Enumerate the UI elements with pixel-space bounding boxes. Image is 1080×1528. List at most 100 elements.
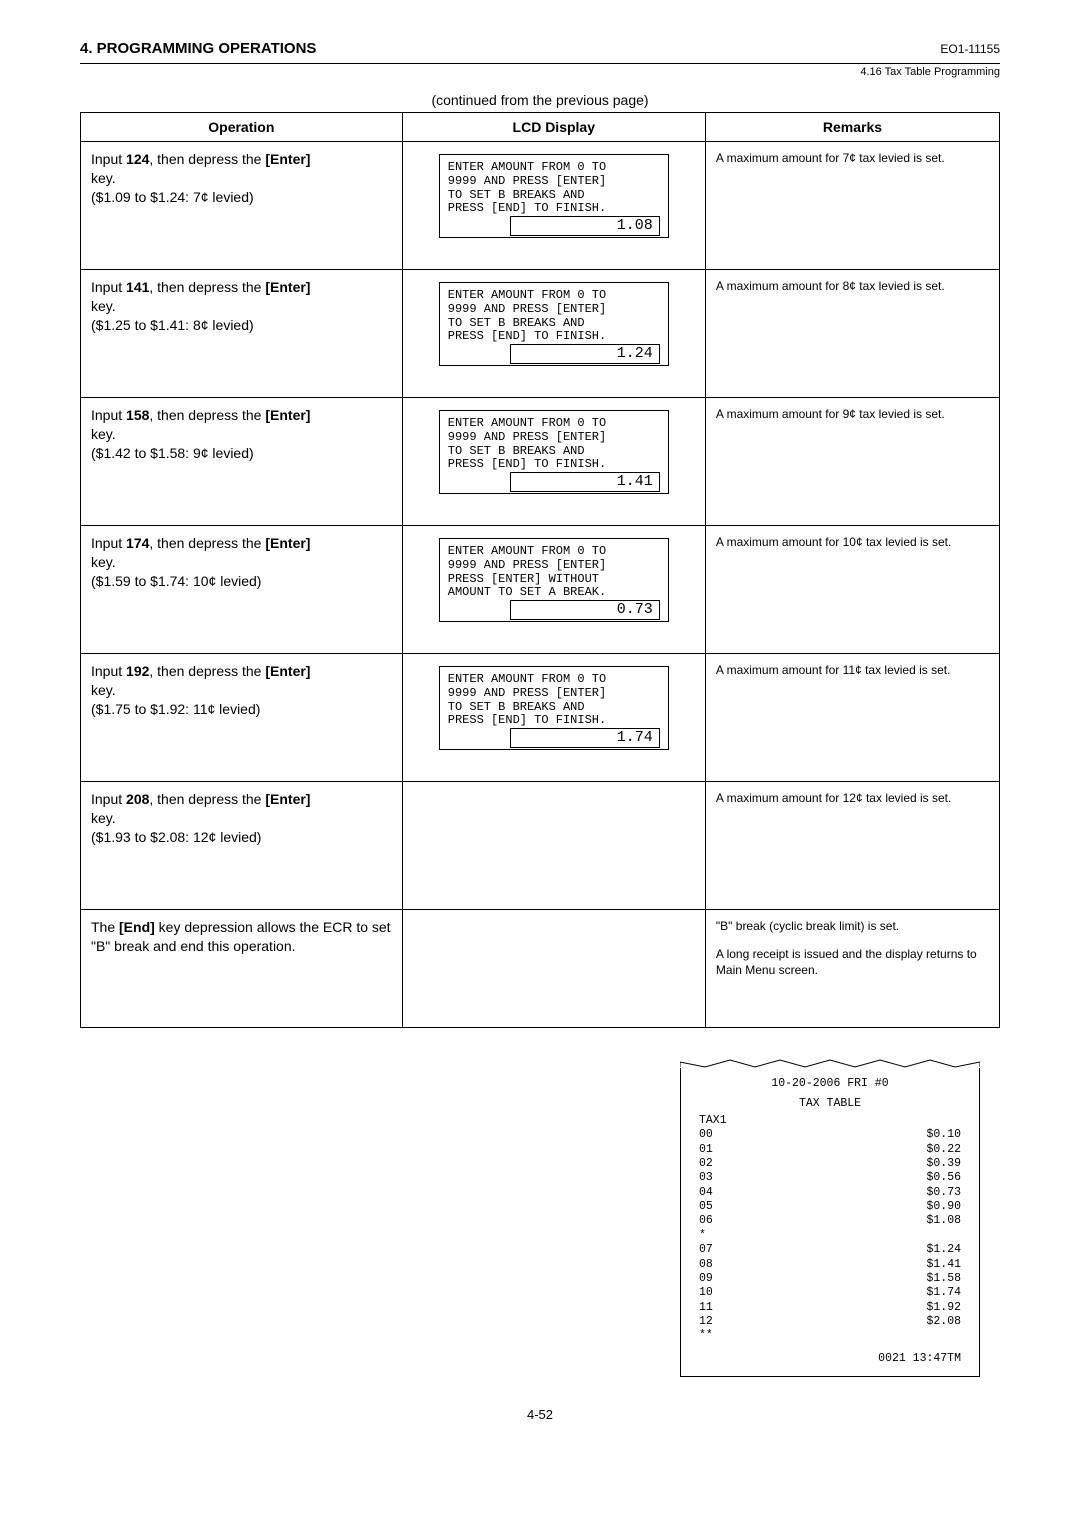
remarks-text: "B" break (cyclic break limit) is set.A …	[716, 918, 989, 979]
programming-table: Operation LCD Display Remarks Input 124,…	[80, 112, 1000, 1028]
receipt-value: $1.58	[926, 1272, 961, 1286]
lcd-display: ENTER AMOUNT FROM 0 TO 9999 AND PRESS [E…	[439, 154, 669, 238]
remarks-text: A maximum amount for 10¢ tax levied is s…	[716, 534, 989, 550]
receipt-value: $1.08	[926, 1214, 961, 1228]
remarks-cell: A maximum amount for 10¢ tax levied is s…	[705, 526, 999, 654]
receipt-value: $1.41	[926, 1258, 961, 1272]
receipt-value: $0.10	[926, 1128, 961, 1142]
lcd-cell: ENTER AMOUNT FROM 0 TO 9999 AND PRESS [E…	[402, 526, 705, 654]
receipt-row: 07$1.24	[699, 1243, 961, 1257]
receipt-value: $1.92	[926, 1301, 961, 1315]
receipt-sep: **	[699, 1329, 961, 1343]
remarks-cell: A maximum amount for 9¢ tax levied is se…	[705, 398, 999, 526]
lcd-text: ENTER AMOUNT FROM 0 TO 9999 AND PRESS [E…	[448, 161, 660, 216]
op-cell: The [End] key depression allows the ECR …	[81, 910, 403, 1028]
remarks-text: A maximum amount for 7¢ tax levied is se…	[716, 150, 989, 166]
receipt-row: 03 $0.56	[699, 1171, 961, 1185]
lcd-text: ENTER AMOUNT FROM 0 TO 9999 AND PRESS [E…	[448, 289, 660, 344]
receipt-key: 04	[699, 1186, 713, 1200]
op-text: Input 192, then depress the [Enter]key.(…	[91, 662, 392, 719]
remarks-cell: "B" break (cyclic break limit) is set.A …	[705, 910, 999, 1028]
receipt-value: $0.22	[926, 1143, 961, 1157]
receipt-key: 11	[699, 1301, 713, 1315]
col-operation: Operation	[81, 113, 403, 142]
receipt-key: 03	[699, 1171, 713, 1185]
remarks-cell: A maximum amount for 7¢ tax levied is se…	[705, 142, 999, 270]
receipt-row: 04 $0.73	[699, 1186, 961, 1200]
receipt-key: 05	[699, 1200, 713, 1214]
receipt-torn-edge	[680, 1056, 980, 1068]
op-text: Input 141, then depress the [Enter]key.(…	[91, 278, 392, 335]
receipt-title: TAX TABLE	[699, 1097, 961, 1111]
op-cell: Input 124, then depress the [Enter]key.(…	[81, 142, 403, 270]
lcd-display: ENTER AMOUNT FROM 0 TO 9999 AND PRESS [E…	[439, 666, 669, 750]
op-cell: Input 174, then depress the [Enter]key.(…	[81, 526, 403, 654]
receipt-footer: 0021 13:47TM	[699, 1352, 961, 1366]
receipt-row: 02 $0.39	[699, 1157, 961, 1171]
remarks-cell: A maximum amount for 8¢ tax levied is se…	[705, 270, 999, 398]
lcd-cell	[402, 782, 705, 910]
receipt-key: 08	[699, 1258, 713, 1272]
receipt-row: 09 $1.58	[699, 1272, 961, 1286]
receipt-key: 01	[699, 1143, 713, 1157]
receipt-row: 12 $2.08	[699, 1315, 961, 1329]
op-text: The [End] key depression allows the ECR …	[91, 918, 392, 956]
receipt-value: $0.90	[926, 1200, 961, 1214]
lcd-value: 0.73	[510, 600, 660, 620]
receipt-key: 00	[699, 1128, 713, 1142]
op-text: Input 124, then depress the [Enter]key.(…	[91, 150, 392, 207]
receipt-value: $1.74	[926, 1286, 961, 1300]
receipt-key: 02	[699, 1157, 713, 1171]
lcd-cell: ENTER AMOUNT FROM 0 TO 9999 AND PRESS [E…	[402, 654, 705, 782]
receipt-value: $0.73	[926, 1186, 961, 1200]
op-cell: Input 208, then depress the [Enter]key.(…	[81, 782, 403, 910]
lcd-text: ENTER AMOUNT FROM 0 TO 9999 AND PRESS [E…	[448, 673, 660, 728]
remarks-text: A maximum amount for 8¢ tax levied is se…	[716, 278, 989, 294]
receipt: 10-20-2006 FRI #0 TAX TABLE TAX1 00$0.10…	[680, 1056, 980, 1377]
receipt-value: $2.08	[926, 1315, 961, 1329]
op-text: Input 208, then depress the [Enter]key.(…	[91, 790, 392, 847]
receipt-key: 09	[699, 1272, 713, 1286]
lcd-value: 1.24	[510, 344, 660, 364]
remarks-cell: A maximum amount for 11¢ tax levied is s…	[705, 654, 999, 782]
receipt-tax-label: TAX1	[699, 1114, 961, 1128]
receipt-row: 08 $1.41	[699, 1258, 961, 1272]
receipt-row: 06 $1.08	[699, 1214, 961, 1228]
receipt-value: $0.39	[926, 1157, 961, 1171]
lcd-value: 1.41	[510, 472, 660, 492]
lcd-value: 1.74	[510, 728, 660, 748]
receipt-key: 12	[699, 1315, 713, 1329]
receipt-row: 05 $0.90	[699, 1200, 961, 1214]
receipt-key: 06	[699, 1214, 713, 1228]
op-cell: Input 141, then depress the [Enter]key.(…	[81, 270, 403, 398]
receipt-row: 10 $1.74	[699, 1286, 961, 1300]
op-text: Input 174, then depress the [Enter]key.(…	[91, 534, 392, 591]
doc-id: EO1-11155	[940, 42, 1000, 56]
lcd-cell: ENTER AMOUNT FROM 0 TO 9999 AND PRESS [E…	[402, 398, 705, 526]
page-number: 4-52	[80, 1407, 1000, 1422]
divider	[80, 63, 1000, 64]
col-remarks: Remarks	[705, 113, 999, 142]
receipt-row: 11 $1.92	[699, 1301, 961, 1315]
op-text: Input 158, then depress the [Enter]key.(…	[91, 406, 392, 463]
receipt-key: 07	[699, 1243, 713, 1257]
lcd-display: ENTER AMOUNT FROM 0 TO 9999 AND PRESS [E…	[439, 538, 669, 622]
receipt-row: 01 $0.22	[699, 1143, 961, 1157]
remarks-text: A maximum amount for 11¢ tax levied is s…	[716, 662, 989, 678]
lcd-cell	[402, 910, 705, 1028]
lcd-display: ENTER AMOUNT FROM 0 TO 9999 AND PRESS [E…	[439, 410, 669, 494]
receipt-sep: *	[699, 1229, 961, 1243]
receipt-row: 00 $0.10	[699, 1128, 961, 1142]
op-cell: Input 192, then depress the [Enter]key.(…	[81, 654, 403, 782]
receipt-key: 10	[699, 1286, 713, 1300]
lcd-text: ENTER AMOUNT FROM 0 TO 9999 AND PRESS [E…	[448, 545, 660, 600]
remarks-text: A maximum amount for 12¢ tax levied is s…	[716, 790, 989, 806]
lcd-cell: ENTER AMOUNT FROM 0 TO 9999 AND PRESS [E…	[402, 270, 705, 398]
lcd-text: ENTER AMOUNT FROM 0 TO 9999 AND PRESS [E…	[448, 417, 660, 472]
op-cell: Input 158, then depress the [Enter]key.(…	[81, 398, 403, 526]
remarks-text: A maximum amount for 9¢ tax levied is se…	[716, 406, 989, 422]
continued-label: (continued from the previous page)	[80, 92, 1000, 108]
receipt-value: $0.56	[926, 1171, 961, 1185]
lcd-display: ENTER AMOUNT FROM 0 TO 9999 AND PRESS [E…	[439, 282, 669, 366]
lcd-cell: ENTER AMOUNT FROM 0 TO 9999 AND PRESS [E…	[402, 142, 705, 270]
